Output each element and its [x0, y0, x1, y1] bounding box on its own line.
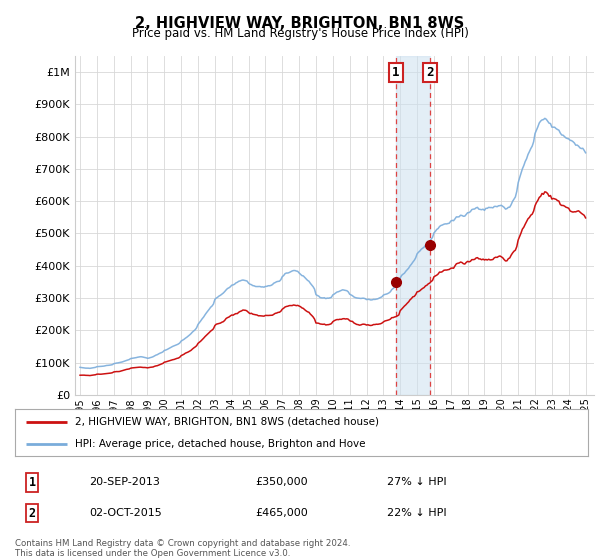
Text: 2: 2 [29, 507, 36, 520]
Text: £350,000: £350,000 [256, 478, 308, 487]
Text: £465,000: £465,000 [256, 508, 308, 519]
Text: 1: 1 [392, 66, 400, 78]
Text: 27% ↓ HPI: 27% ↓ HPI [388, 478, 447, 487]
Text: 20-SEP-2013: 20-SEP-2013 [89, 478, 160, 487]
Text: 2: 2 [426, 66, 433, 78]
Text: 2, HIGHVIEW WAY, BRIGHTON, BN1 8WS: 2, HIGHVIEW WAY, BRIGHTON, BN1 8WS [136, 16, 464, 31]
Text: Price paid vs. HM Land Registry's House Price Index (HPI): Price paid vs. HM Land Registry's House … [131, 27, 469, 40]
Text: 22% ↓ HPI: 22% ↓ HPI [388, 508, 447, 519]
Text: 1: 1 [29, 476, 36, 489]
Text: HPI: Average price, detached house, Brighton and Hove: HPI: Average price, detached house, Brig… [75, 438, 365, 449]
Text: Contains HM Land Registry data © Crown copyright and database right 2024.
This d: Contains HM Land Registry data © Crown c… [15, 539, 350, 558]
Bar [396, 56, 430, 395]
Text: 02-OCT-2015: 02-OCT-2015 [89, 508, 162, 519]
Text: 2, HIGHVIEW WAY, BRIGHTON, BN1 8WS (detached house): 2, HIGHVIEW WAY, BRIGHTON, BN1 8WS (deta… [75, 417, 379, 427]
